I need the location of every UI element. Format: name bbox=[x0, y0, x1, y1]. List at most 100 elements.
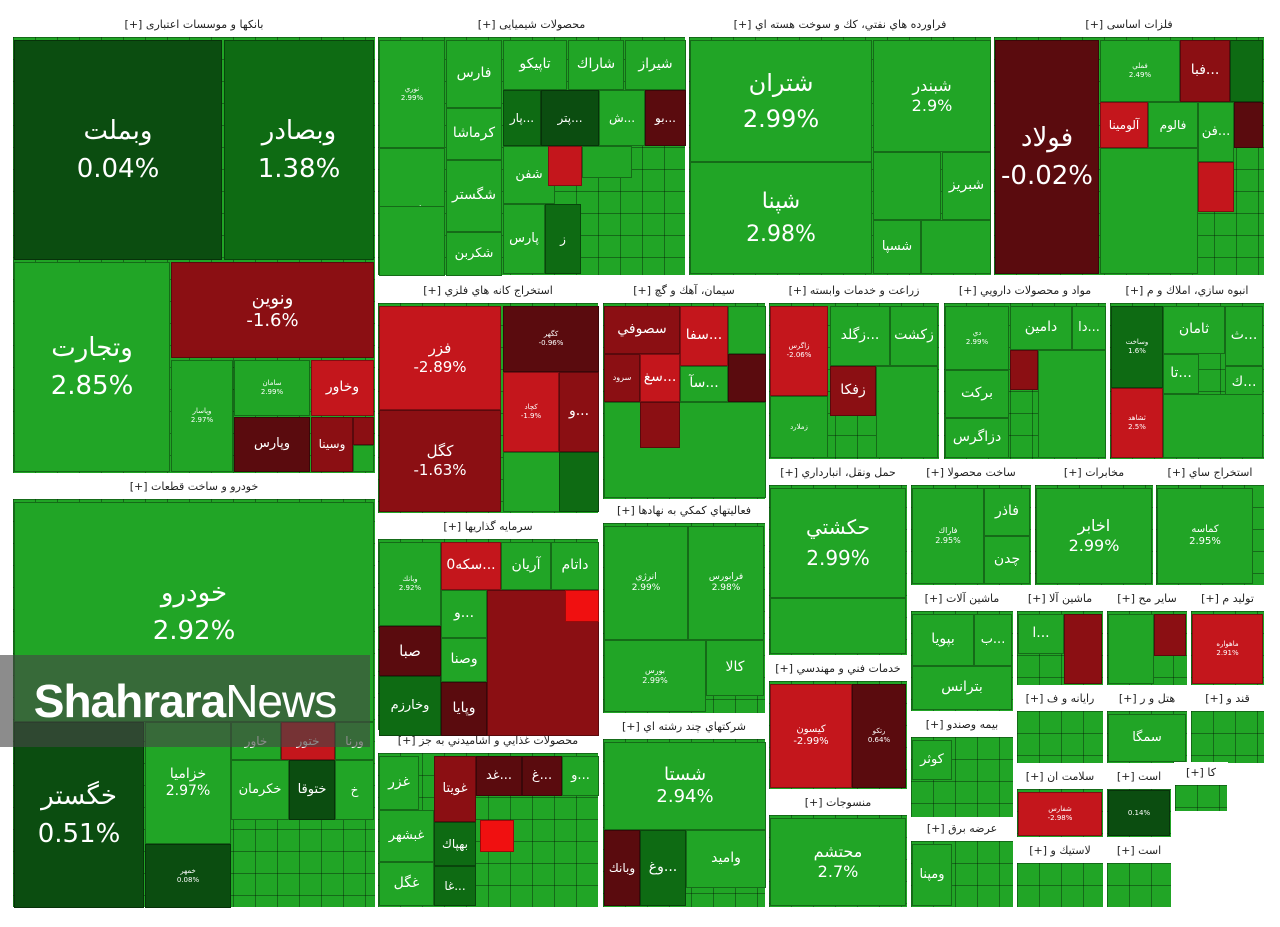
stock-tile[interactable]: ...غ bbox=[522, 756, 562, 796]
stock-tile[interactable]: 0.14% bbox=[1108, 790, 1170, 836]
stock-tile[interactable]: وبصادر 1.38% bbox=[224, 40, 374, 260]
stock-tile[interactable]: فولاد -0.02% bbox=[995, 40, 1099, 274]
stock-tile[interactable]: انرژي 2.99% bbox=[604, 526, 688, 640]
sector-32[interactable]: است [+] bbox=[1106, 840, 1172, 908]
stock-tile[interactable]: ماهواره 2.91% bbox=[1192, 614, 1263, 684]
stock-tile[interactable]: ...پتر bbox=[541, 90, 599, 146]
stock-tile[interactable]: فرابورس 2.98% bbox=[688, 526, 764, 640]
stock-tile[interactable]: كيسون -2.99% bbox=[770, 684, 852, 788]
sector-title[interactable]: بانکها و موسسات اعتباری [+] bbox=[12, 14, 376, 36]
stock-tile[interactable] bbox=[559, 452, 599, 512]
stock-tile[interactable]: غگل bbox=[379, 862, 434, 906]
stock-tile[interactable]: ...سآ bbox=[680, 366, 728, 402]
stock-tile[interactable] bbox=[921, 220, 991, 274]
stock-tile[interactable]: ...تا bbox=[1163, 354, 1199, 394]
stock-tile[interactable] bbox=[1230, 40, 1263, 102]
stock-tile[interactable]: ...و bbox=[559, 372, 599, 452]
stock-tile[interactable]: شسپا bbox=[873, 220, 921, 274]
stock-tile[interactable]: شفارس -2.98% bbox=[1018, 792, 1102, 836]
sector-title[interactable]: محصولات شیمیایی [+] bbox=[377, 14, 686, 36]
stock-tile[interactable]: ...سفا bbox=[680, 306, 728, 366]
sector-title[interactable]: ماشين آلا [+] bbox=[1016, 588, 1104, 610]
stock-tile[interactable]: ...ش bbox=[599, 90, 645, 146]
stock-tile[interactable]: زاگرس -2.06% bbox=[770, 306, 828, 396]
stock-tile[interactable] bbox=[604, 402, 766, 498]
stock-tile[interactable]: فالوم bbox=[1148, 102, 1198, 148]
stock-tile[interactable]: آلومينا bbox=[1100, 102, 1148, 148]
sector-title[interactable]: سيمان، آهك و گچ [+] bbox=[602, 280, 766, 302]
stock-tile[interactable]: ...سغ bbox=[640, 354, 680, 402]
stock-tile[interactable]: ختوقا bbox=[289, 760, 335, 820]
stock-tile[interactable]: رتكو 0.64% bbox=[852, 684, 906, 788]
stock-tile[interactable]: ...زگلد bbox=[830, 306, 890, 366]
stock-tile[interactable] bbox=[770, 598, 906, 654]
stock-tile[interactable] bbox=[1100, 148, 1198, 274]
stock-tile[interactable]: شپنا 2.98% bbox=[690, 162, 872, 274]
sector-title[interactable]: خدمات فني و مهندسي [+] bbox=[768, 658, 908, 680]
stock-tile[interactable]: بركت bbox=[945, 370, 1009, 418]
stock-tile[interactable]: ...پار bbox=[503, 90, 541, 146]
stock-tile[interactable]: محتشم 2.7% bbox=[770, 818, 906, 906]
stock-tile[interactable]: ...غد bbox=[476, 756, 522, 796]
sector-title[interactable]: عرضه برق [+] bbox=[910, 818, 1014, 840]
stock-tile[interactable] bbox=[582, 146, 632, 178]
stock-tile[interactable]: شتران 2.99% bbox=[690, 40, 872, 162]
stock-tile[interactable] bbox=[1108, 614, 1154, 684]
sector-title[interactable]: سلامت ان [+] bbox=[1016, 766, 1104, 788]
stock-tile[interactable]: كگهر -0.96% bbox=[503, 306, 599, 372]
stock-tile[interactable]: ...و bbox=[441, 590, 487, 638]
sector-26[interactable]: رايانه و ف [+] bbox=[1016, 688, 1104, 764]
stock-tile[interactable]: غبشهر bbox=[379, 810, 434, 862]
sector-title[interactable]: مواد و محصولات دارويي [+] bbox=[943, 280, 1107, 302]
stock-tile[interactable]: وتجارت 2.85% bbox=[14, 262, 170, 472]
sector-title[interactable]: است [+] bbox=[1106, 840, 1172, 862]
stock-tile[interactable]: سمگا bbox=[1108, 714, 1186, 762]
stock-tile[interactable]: فملي 2.49% bbox=[1100, 40, 1180, 102]
stock-tile[interactable]: سصوفي bbox=[604, 306, 680, 354]
stock-tile[interactable]: زفكا bbox=[830, 366, 876, 416]
sector-title[interactable]: توليد م [+] bbox=[1190, 588, 1265, 610]
stock-tile[interactable]: خگستر 0.51% bbox=[14, 722, 144, 908]
stock-tile[interactable]: شگستر bbox=[446, 160, 502, 232]
stock-tile[interactable]: شبندر 2.9% bbox=[873, 40, 991, 152]
stock-tile[interactable]: وصنا bbox=[441, 638, 487, 682]
sector-title[interactable]: استخراج ساي [+] bbox=[1155, 462, 1265, 484]
stock-tile[interactable]: غزر bbox=[379, 756, 419, 810]
stock-tile[interactable]: داتام bbox=[551, 542, 599, 590]
stock-tile[interactable]: غويتا bbox=[434, 756, 476, 822]
sector-title[interactable]: فراورده هاي نفتي، كك و سوخت هسته اي [+] bbox=[688, 14, 992, 36]
sector-title[interactable]: ساير مح [+] bbox=[1106, 588, 1188, 610]
stock-tile[interactable] bbox=[565, 590, 599, 622]
stock-tile[interactable]: وساخت 1.6% bbox=[1111, 306, 1163, 388]
sector-title[interactable]: بيمه وصندو [+] bbox=[910, 714, 1014, 736]
sector-title[interactable]: فعاليتهاي كمكي به نهادها [+] bbox=[602, 500, 766, 522]
stock-tile[interactable]: زملارد bbox=[770, 396, 828, 458]
sector-31[interactable]: لاستيك و [+] bbox=[1016, 840, 1104, 908]
stock-tile[interactable]: ...و bbox=[562, 756, 599, 796]
stock-tile[interactable]: دامين bbox=[1010, 306, 1072, 350]
stock-tile[interactable]: كالا bbox=[706, 640, 764, 696]
stock-tile[interactable]: وخارزم bbox=[379, 676, 441, 736]
stock-tile[interactable]: فاراك 2.95% bbox=[912, 488, 984, 584]
stock-tile[interactable]: كرماشا bbox=[446, 108, 502, 160]
sector-title[interactable]: زراعت و خدمات وابسته [+] bbox=[768, 280, 940, 302]
sector-title[interactable]: لاستيك و [+] bbox=[1016, 840, 1104, 862]
stock-tile[interactable] bbox=[728, 354, 766, 402]
stock-tile[interactable]: دي 2.99% bbox=[945, 306, 1009, 370]
sector-28[interactable]: قند و [+] bbox=[1190, 688, 1265, 764]
stock-tile[interactable]: وخاور bbox=[311, 360, 374, 416]
stock-tile[interactable]: صبا bbox=[379, 626, 441, 676]
stock-tile[interactable]: تاپيكو bbox=[503, 40, 567, 90]
sector-33[interactable]: كا [+] bbox=[1174, 762, 1228, 812]
stock-tile[interactable] bbox=[728, 306, 766, 354]
stock-tile[interactable] bbox=[1234, 102, 1263, 148]
stock-tile[interactable]: ز bbox=[545, 204, 581, 274]
stock-tile[interactable]: وبانك 2.92% bbox=[379, 542, 441, 626]
stock-tile[interactable] bbox=[1064, 614, 1102, 684]
stock-tile[interactable]: فاذر bbox=[984, 488, 1030, 536]
stock-tile[interactable]: شكربن bbox=[446, 232, 502, 276]
stock-tile[interactable] bbox=[876, 366, 938, 458]
sector-title[interactable]: است [+] bbox=[1106, 766, 1172, 788]
stock-tile[interactable]: بورس 2.99% bbox=[604, 640, 706, 712]
stock-tile[interactable]: ثامان bbox=[1163, 306, 1225, 354]
